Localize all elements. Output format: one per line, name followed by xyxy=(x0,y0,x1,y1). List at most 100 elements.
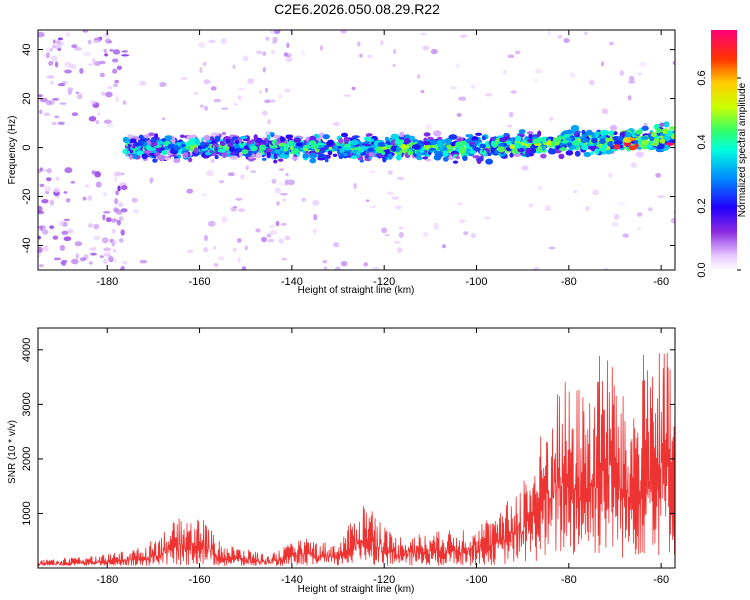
spectrogram-noise-cell xyxy=(59,220,64,227)
spectrogram-noise-cell xyxy=(87,39,92,45)
spectrogram-noise-cell xyxy=(630,162,637,168)
spectrogram-band-cell xyxy=(490,147,496,154)
spectrogram-noise-cell xyxy=(110,218,118,223)
spectrogram-band-cell xyxy=(445,138,451,145)
spectrogram-band-cell xyxy=(526,131,534,135)
spectrogram-noise-cell xyxy=(442,244,446,249)
colorbar xyxy=(711,30,737,270)
spectrogram-noise-cell xyxy=(97,112,101,116)
spectrogram-noise-cell xyxy=(116,65,123,71)
spectrogram-noise-cell xyxy=(557,34,563,40)
spectrogram-noise-cell xyxy=(218,180,225,184)
spectrogram-noise-cell xyxy=(71,112,79,117)
spectrogram-noise-cell xyxy=(38,94,43,98)
spectrogram-noise-cell xyxy=(46,75,55,79)
spectrogram-noise-cell xyxy=(64,69,72,74)
spectrogram-noise-cell xyxy=(537,185,543,190)
spectrogram-band-cell xyxy=(540,153,547,159)
spectrogram-noise-cell xyxy=(384,233,390,237)
spectrogram-noise-cell xyxy=(51,121,57,126)
spectrogram-noise-cell xyxy=(534,78,538,83)
spectrogram-noise-cell xyxy=(398,226,404,230)
spectrogram-noise-cell xyxy=(115,190,119,196)
spectrogram-band-cell xyxy=(513,153,522,157)
spectrogram-noise-cell xyxy=(284,235,291,241)
spectrogram-noise-cell xyxy=(601,61,604,67)
spectrogram-noise-cell xyxy=(43,112,51,117)
spectrogram-band-cell xyxy=(227,141,233,148)
spectrogram-band-cell xyxy=(385,136,389,141)
spectrogram-band-cell xyxy=(368,152,375,157)
spectrogram-noise-cell xyxy=(533,267,540,270)
spectrogram-band-cell xyxy=(455,155,460,160)
spectrogram-noise-cell xyxy=(365,199,370,202)
spectrogram-noise-cell xyxy=(217,256,225,261)
spectrogram-noise-cell xyxy=(38,31,45,38)
spectrogram-noise-cell xyxy=(74,241,83,247)
spectrogram-band-cell xyxy=(506,140,512,146)
spectrogram-band-cell xyxy=(285,134,294,139)
spectrogram-noise-cell xyxy=(93,223,100,230)
spectrogram-band-cell xyxy=(624,132,632,138)
spectrogram-noise-cell xyxy=(105,91,113,98)
spectrogram-band-cell xyxy=(138,134,144,139)
spectrogram-band-cell xyxy=(387,153,393,160)
spectrogram-noise-cell xyxy=(283,52,288,57)
spectrogram-noise-cell xyxy=(619,70,624,77)
spectrogram-band-cell xyxy=(422,156,428,160)
spectrogram-noise-cell xyxy=(416,74,421,79)
spectrogram-noise-cell xyxy=(280,192,288,196)
spectrogram-noise-cell xyxy=(45,100,53,106)
spectrogram-band-cell xyxy=(608,130,615,134)
snr-ylabel: SNR (10 * v/v) xyxy=(7,420,18,484)
spectrogram-noise-cell xyxy=(363,262,369,267)
spectrogram-noise-cell xyxy=(458,96,467,101)
spectrogram-noise-cell xyxy=(420,90,425,93)
spectrogram-band-cell xyxy=(475,132,482,136)
spectrogram-noise-cell xyxy=(99,255,104,258)
spectrogram-band-cell xyxy=(667,130,673,137)
spectrogram-noise-cell xyxy=(51,44,57,49)
spectrogram-noise-cell xyxy=(245,165,249,171)
spectrogram-band-cell xyxy=(161,150,168,156)
spectrogram-band-cell xyxy=(614,140,623,145)
spectrogram-noise-cell xyxy=(430,48,438,55)
spectrogram-band-cell xyxy=(433,154,442,161)
spectrogram-ylabel: Frequency (Hz) xyxy=(7,116,18,185)
spectrogram-noise-cell xyxy=(113,205,117,209)
spectrogram-noise-cell xyxy=(398,232,404,238)
spectrogram-noise-cell xyxy=(585,206,590,211)
spectrogram-noise-cell xyxy=(42,229,49,235)
spectrogram-band-cell xyxy=(528,133,533,140)
spectrogram-noise-cell xyxy=(244,245,248,251)
spectrogram-band-cell xyxy=(367,147,374,152)
spectrogram-noise-cell xyxy=(61,230,69,235)
spectrogram-band-cell xyxy=(266,134,271,141)
spectrogram-band-cell xyxy=(416,155,423,161)
spectrogram-band-cell xyxy=(479,143,487,149)
spectrogram-band-cell xyxy=(663,121,670,128)
spectrogram-band-cell xyxy=(181,147,187,151)
spectrogram-band-cell xyxy=(256,152,262,159)
spectrogram-noise-cell xyxy=(199,67,203,74)
spectrogram-noise-cell xyxy=(53,257,62,261)
spectrogram-noise-cell xyxy=(547,30,552,36)
spectrogram-noise-cell xyxy=(65,31,71,38)
spectrogram-band-cell xyxy=(669,139,675,143)
snr-ytick-label: 3000 xyxy=(21,392,33,416)
spectrogram-noise-cell xyxy=(95,120,100,125)
spectrogram-noise-cell xyxy=(333,242,340,248)
spectrogram-noise-cell xyxy=(113,176,118,183)
spectrogram-noise-cell xyxy=(521,165,529,171)
spectrogram-band-cell xyxy=(350,155,357,160)
spectrogram-band-cell xyxy=(241,149,249,155)
spectrogram-band-cell xyxy=(151,150,157,154)
spectrogram-noise-cell xyxy=(46,177,52,182)
spectrogram-band-cell xyxy=(471,136,479,142)
snr-xlabel: Height of straight line (km) xyxy=(298,584,415,595)
spectrogram-noise-cell xyxy=(50,80,54,85)
spectrogram-noise-cell xyxy=(113,259,118,264)
spectrogram-band-cell xyxy=(525,147,532,154)
spectrogram-noise-cell xyxy=(101,237,109,244)
